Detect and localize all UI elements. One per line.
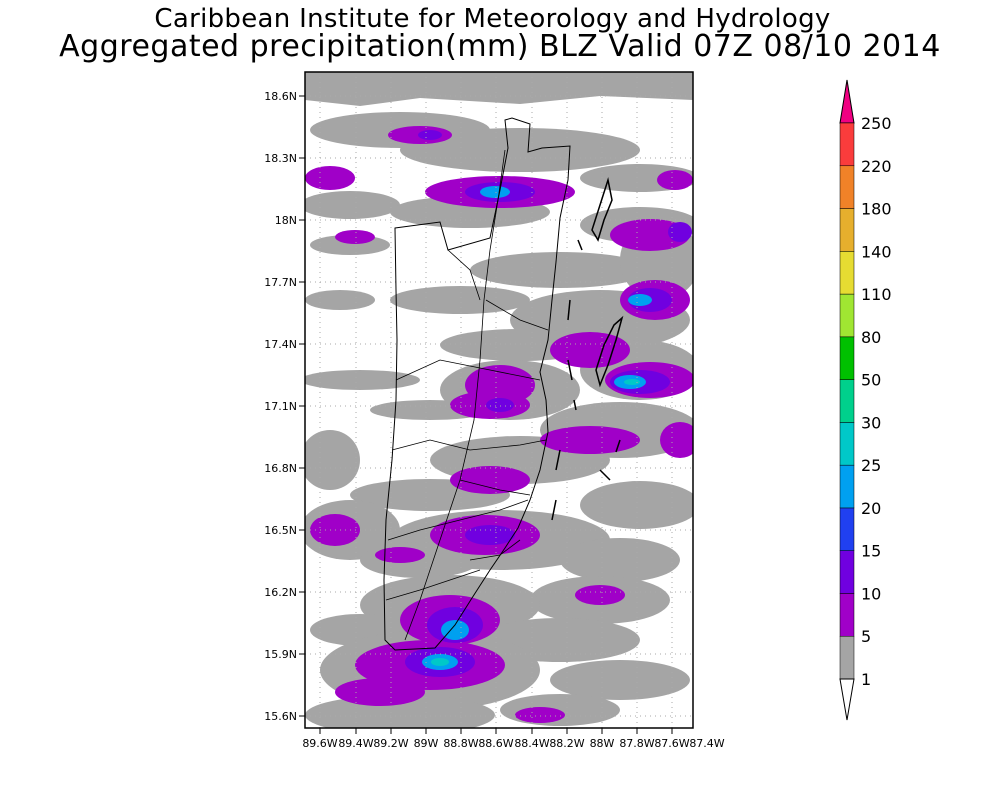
belize-outline	[383, 117, 571, 651]
colorbar-swatch	[839, 165, 855, 209]
lat-label: 18.3N	[264, 152, 297, 165]
colorbar-swatch	[839, 507, 855, 551]
lon-label: 87.6W	[654, 737, 689, 750]
colorbar-swatch	[839, 635, 855, 680]
lat-label: 16.2N	[264, 586, 297, 599]
lon-label: 88W	[590, 737, 615, 750]
lat-label: 18.6N	[264, 90, 297, 103]
colorbar-bottom-triangle	[839, 678, 855, 721]
lon-label: 87.4W	[689, 737, 724, 750]
lon-label: 89.2W	[373, 737, 408, 750]
colorbar-label: 180	[861, 200, 892, 219]
colorbar-swatches	[839, 122, 855, 680]
colorbar-label: 25	[861, 456, 881, 475]
colorbar-swatch	[839, 251, 855, 295]
colorbar-label: 250	[861, 114, 892, 133]
colorbar-label: 110	[861, 285, 892, 304]
colorbar-label: 50	[861, 371, 881, 390]
colorbar-swatch	[839, 122, 855, 167]
lat-label: 17.4N	[264, 338, 297, 351]
colorbar-label: 15	[861, 542, 881, 561]
lon-label: 89.6W	[302, 737, 337, 750]
colorbar-label: 20	[861, 499, 881, 518]
longitude-labels: 89.6W 89.4W 89.2W 89W 88.8W 88.6W 88.4W …	[302, 737, 724, 750]
product-title: Aggregated precipitation(mm) BLZ Valid 0…	[59, 29, 941, 64]
colorbar-label: 220	[861, 157, 892, 176]
rain-band-intense	[422, 186, 652, 670]
colorbar-label: 10	[861, 584, 881, 603]
lat-label: 16.5N	[264, 524, 297, 537]
axis-ticks	[299, 95, 673, 734]
lat-label: 16.8N	[264, 462, 297, 475]
colorbar-swatch	[839, 379, 855, 423]
colorbar-swatch	[839, 208, 855, 252]
colorbar-top-triangle	[839, 79, 855, 124]
colorbar-swatch	[839, 336, 855, 380]
precipitation-field	[305, 72, 693, 728]
lat-label: 18N	[275, 214, 297, 227]
lat-label: 15.6N	[264, 710, 297, 723]
colorbar-label: 30	[861, 413, 881, 432]
colorbar-swatch	[839, 464, 855, 509]
lon-label: 89W	[414, 737, 439, 750]
lon-label: 88.2W	[549, 737, 584, 750]
colorbar-label: 1	[861, 670, 871, 689]
rain-band-extreme	[431, 379, 640, 666]
institution-title: Caribbean Institute for Meteorology and …	[154, 4, 831, 34]
map-frame	[304, 71, 694, 729]
colorbar-swatch	[839, 422, 855, 466]
lon-label: 88.6W	[478, 737, 513, 750]
cayes-islands	[551, 177, 624, 521]
colorbar-swatch	[839, 550, 855, 594]
lon-label: 88.4W	[514, 737, 549, 750]
latitude-labels: 18.6N 18.3N 18N 17.7N 17.4N 17.1N 16.8N …	[264, 90, 297, 723]
lon-label: 88.8W	[443, 737, 478, 750]
lat-label: 15.9N	[264, 648, 297, 661]
lon-label: 87.8W	[619, 737, 654, 750]
colorbar-swatch	[839, 293, 855, 338]
colorbar-label: 5	[861, 627, 871, 646]
colorbar-label: 140	[861, 242, 892, 261]
lat-label: 17.1N	[264, 400, 297, 413]
colorbar-swatch	[839, 593, 855, 637]
colorbar-label: 80	[861, 328, 881, 347]
lat-label: 17.7N	[264, 276, 297, 289]
lon-label: 89.4W	[338, 737, 373, 750]
